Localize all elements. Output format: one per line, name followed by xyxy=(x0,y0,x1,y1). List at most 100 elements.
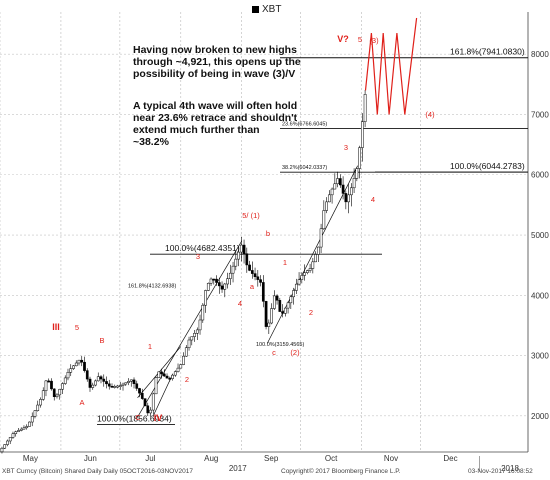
fib-level-label: 100.0%(3159.4565) xyxy=(256,342,304,348)
candle-body xyxy=(52,388,56,397)
candle-body xyxy=(242,244,246,254)
candle-body xyxy=(6,440,9,445)
fibonacci-levels: 161.8%(7941.0830) 23.6%(6766.6045) 38.2%(6… xyxy=(97,47,528,425)
candle-body xyxy=(140,392,144,399)
candle-body xyxy=(168,377,172,380)
candle-body xyxy=(72,365,75,369)
candle-body xyxy=(270,308,273,324)
candle-body xyxy=(151,393,155,411)
candle-body xyxy=(138,388,141,394)
month-tick-label: Nov xyxy=(384,454,398,463)
wave-label: 5 xyxy=(75,323,79,332)
candle-body xyxy=(74,362,78,367)
candle-body xyxy=(17,430,20,433)
candle-body xyxy=(146,405,150,414)
candle-body xyxy=(129,379,133,382)
wave-label: 4 xyxy=(371,195,375,204)
candle-body xyxy=(305,270,309,273)
candle-body xyxy=(14,431,18,434)
candle-body xyxy=(11,433,15,438)
candle-body xyxy=(223,283,227,290)
projected-wave-path xyxy=(364,17,418,115)
wave-label: a xyxy=(250,282,255,291)
candle-body xyxy=(360,121,364,148)
candle-body xyxy=(55,394,59,397)
candle-body xyxy=(173,371,177,376)
candle-body xyxy=(94,380,97,386)
candle-body xyxy=(179,364,183,369)
candle-body xyxy=(206,282,210,291)
candle-body xyxy=(319,228,323,248)
candle-body xyxy=(33,410,37,417)
candle-body xyxy=(289,296,293,304)
candle-body xyxy=(286,302,290,309)
candle-body xyxy=(297,279,301,285)
candle-body xyxy=(267,322,271,327)
candle-body xyxy=(278,300,282,312)
candle-body xyxy=(91,384,95,388)
chart-legend: XBT xyxy=(252,4,281,15)
price-tick-label: 3000 xyxy=(531,352,549,361)
candle-body xyxy=(107,383,111,387)
candle-body xyxy=(110,385,114,388)
wave-label: 1 xyxy=(283,258,287,267)
candle-body xyxy=(234,258,238,267)
candle-body xyxy=(264,301,268,327)
wave-label: 3 xyxy=(196,252,200,261)
fib-level-label: 100.0%(4682.4351) xyxy=(165,243,240,253)
footer-copyright: Copyright© 2017 Bloomberg Finance L.P. xyxy=(281,468,401,475)
wave-label: A xyxy=(79,398,84,407)
candle-body xyxy=(190,336,194,341)
candle-body xyxy=(58,388,62,396)
wave-label: 5 xyxy=(358,35,362,44)
candle-body xyxy=(154,377,158,395)
candle-body xyxy=(250,270,254,274)
month-tick-label: Dec xyxy=(443,454,457,463)
candle-body xyxy=(80,359,84,363)
year-tick-label: 2017 xyxy=(229,464,247,473)
candle-body xyxy=(165,375,169,379)
candle-body xyxy=(198,319,202,331)
projection-path xyxy=(364,17,418,115)
candle-body xyxy=(127,381,130,383)
wave-label: V? xyxy=(337,34,349,44)
wave-label: 3 xyxy=(344,143,348,152)
candle-body xyxy=(237,251,240,260)
legend-label: XBT xyxy=(262,4,282,15)
candle-body xyxy=(220,285,224,290)
candle-body xyxy=(99,376,103,380)
candle-body xyxy=(217,282,221,287)
candle-body xyxy=(8,437,12,442)
wave-label: III xyxy=(52,322,60,332)
candle-body xyxy=(0,447,4,453)
candle-body xyxy=(314,254,317,263)
candle-body xyxy=(231,265,235,274)
wave-label: 1 xyxy=(148,342,152,351)
candle-body xyxy=(19,428,23,431)
candle-body xyxy=(63,377,67,384)
candle-body xyxy=(88,378,92,388)
wave-label: (2) xyxy=(290,348,300,357)
month-tick-label: Aug xyxy=(204,454,218,463)
wave-label: 4 xyxy=(238,299,242,308)
candle-body xyxy=(245,253,249,266)
candle-body xyxy=(176,367,180,372)
candle-body xyxy=(187,339,191,348)
candle-body xyxy=(355,168,359,179)
candle-body xyxy=(83,361,86,371)
candle-body xyxy=(36,404,40,411)
candle-body xyxy=(204,290,207,306)
candle-body xyxy=(344,193,348,203)
candle-body xyxy=(105,381,108,385)
candle-body xyxy=(303,272,306,276)
price-tick-label: 4000 xyxy=(531,291,549,300)
candle-body xyxy=(358,147,361,169)
candle-body xyxy=(25,426,29,429)
candle-body xyxy=(259,279,262,283)
candle-body xyxy=(212,278,216,281)
candle-body xyxy=(47,380,51,383)
fib-level-label: 100.0%(6044.2783) xyxy=(450,161,525,171)
fib-level-label: 23.6%(6766.6045) xyxy=(282,122,327,128)
wave-label: (3) xyxy=(369,36,379,45)
